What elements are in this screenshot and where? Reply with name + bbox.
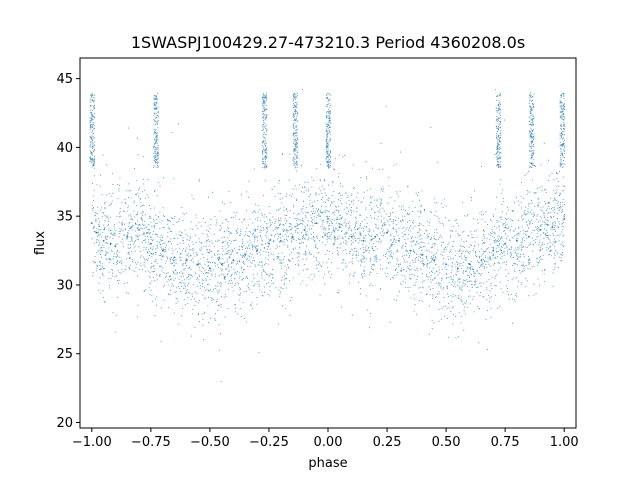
data-point xyxy=(350,235,353,238)
data-point xyxy=(551,226,554,229)
data-point xyxy=(398,240,400,242)
data-point xyxy=(315,222,318,225)
data-point xyxy=(161,249,164,252)
data-point xyxy=(232,259,235,262)
scatter-points xyxy=(89,89,566,382)
data-point xyxy=(421,253,424,256)
data-point xyxy=(138,229,140,231)
data-point xyxy=(291,235,294,238)
data-point xyxy=(109,242,112,245)
data-point xyxy=(102,240,105,242)
x-axis-label: phase xyxy=(308,456,347,471)
x-tick-label: −0.50 xyxy=(190,435,230,450)
x-tick-label: 0.50 xyxy=(432,435,461,450)
y-tick-label: 30 xyxy=(56,278,73,293)
data-point xyxy=(185,259,188,262)
data-point xyxy=(173,256,176,259)
data-point xyxy=(268,242,270,245)
data-point xyxy=(516,240,518,242)
y-tick-label: 40 xyxy=(56,141,73,156)
chart-title: 1SWASPJ100429.27-473210.3 Period 4360208… xyxy=(131,33,525,52)
data-point xyxy=(492,249,495,252)
data-point xyxy=(303,229,306,231)
data-point xyxy=(386,231,388,234)
y-tick-label: 25 xyxy=(56,347,73,362)
data-point xyxy=(504,242,506,245)
data-point xyxy=(279,240,282,242)
x-tick-label: −1.00 xyxy=(72,435,112,450)
data-point xyxy=(209,267,211,270)
data-point xyxy=(114,245,117,248)
data-point xyxy=(480,259,483,262)
data-point xyxy=(527,235,530,238)
data-point xyxy=(338,226,341,229)
y-tick-label: 45 xyxy=(56,72,73,87)
data-point xyxy=(90,222,93,225)
data-point xyxy=(362,240,365,242)
data-point xyxy=(445,263,447,266)
data-point xyxy=(327,218,329,220)
x-tick-label: −0.25 xyxy=(249,435,289,450)
data-point xyxy=(374,235,377,238)
data-point xyxy=(126,235,129,238)
data-point xyxy=(220,263,223,266)
data-point xyxy=(457,267,459,270)
y-tick-label: 35 xyxy=(56,210,73,225)
data-point xyxy=(539,229,542,231)
x-tick-label: 0.00 xyxy=(314,435,343,450)
data-point xyxy=(197,263,200,266)
y-axis-label: flux xyxy=(33,231,48,255)
data-point xyxy=(150,242,152,245)
x-tick-label: 1.00 xyxy=(550,435,579,450)
data-point xyxy=(95,231,98,234)
x-tick-label: 0.75 xyxy=(491,435,520,450)
x-tick-label: 0.25 xyxy=(373,435,402,450)
data-point xyxy=(433,259,436,262)
data-point xyxy=(468,263,471,266)
axes: −1.00 −0.75 −0.50 −0.25 0.00 0.25 0.50 0.75 1.00… xyxy=(56,57,579,450)
data-point xyxy=(563,218,566,220)
y-tick-label: 20 xyxy=(56,416,73,431)
data-point xyxy=(409,249,412,252)
data-point xyxy=(244,253,247,256)
x-tick-label: −0.75 xyxy=(131,435,171,450)
data-point xyxy=(256,249,258,252)
